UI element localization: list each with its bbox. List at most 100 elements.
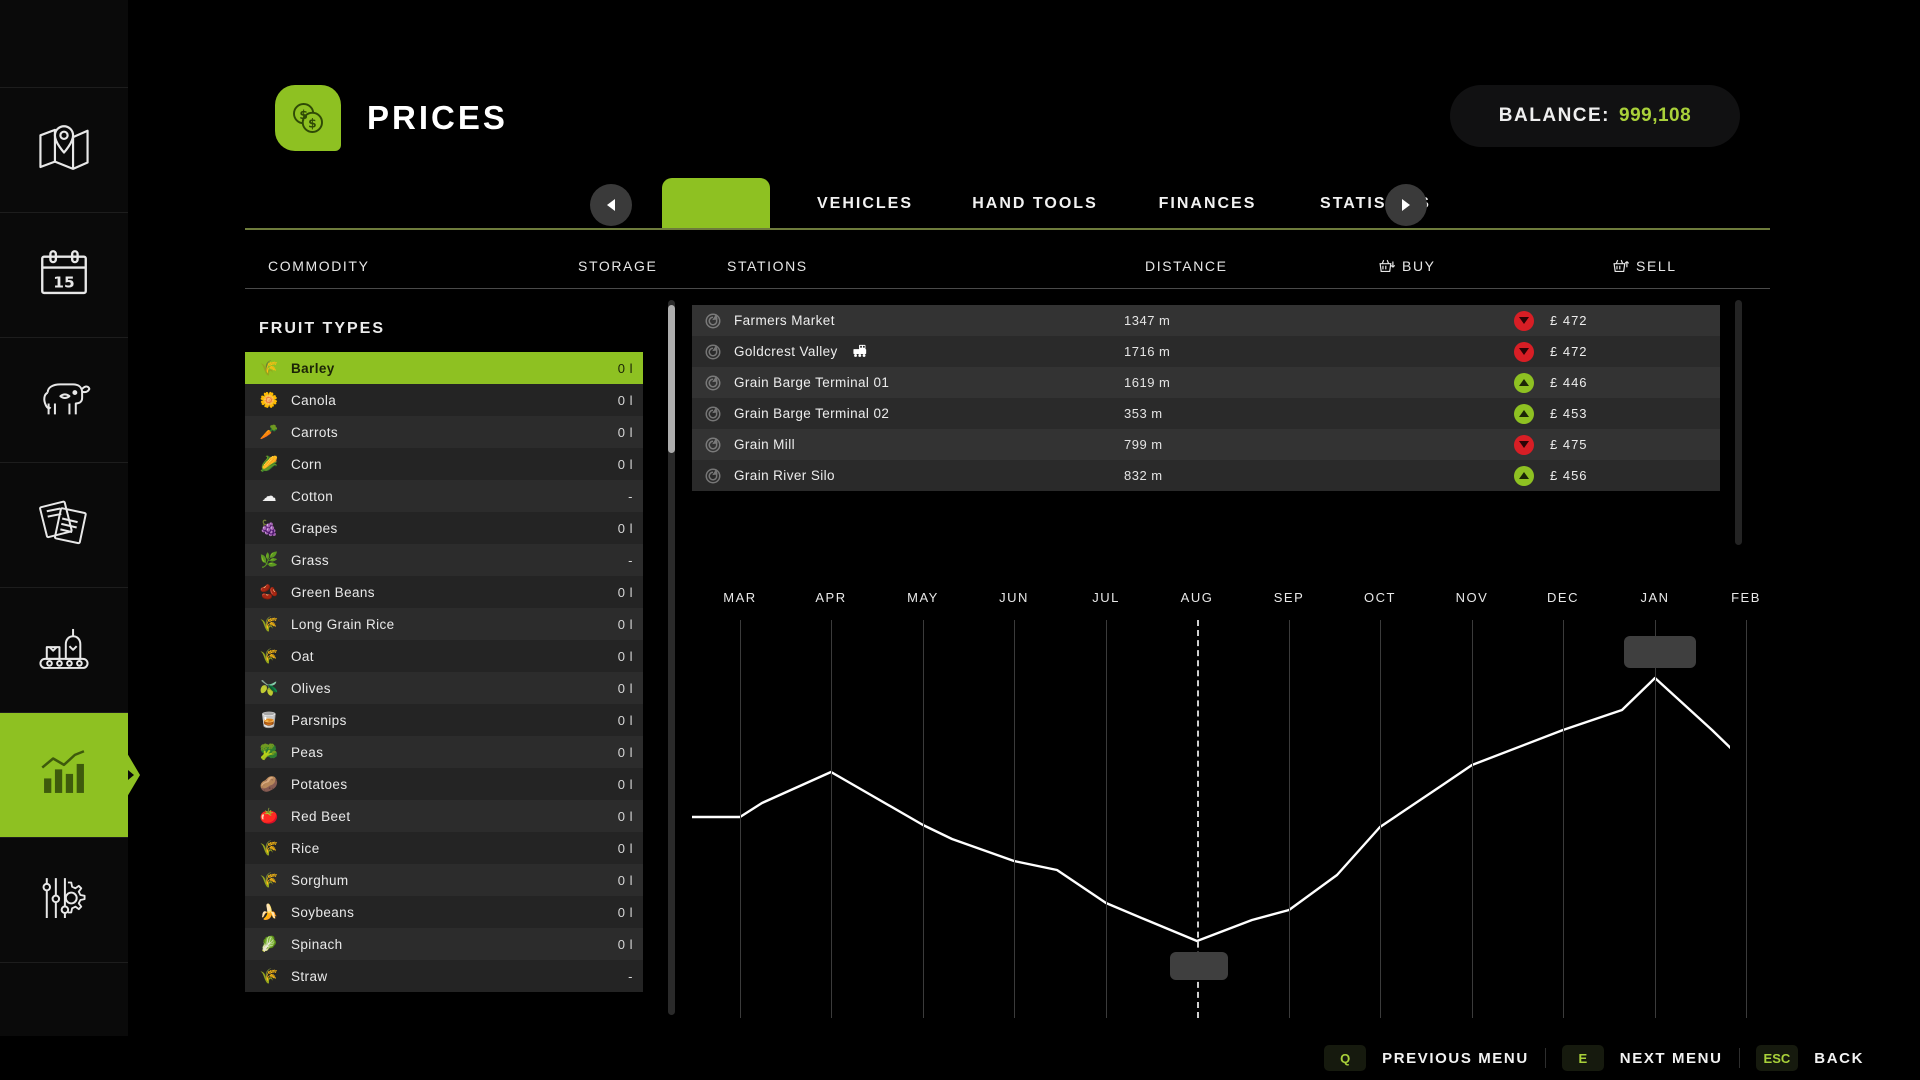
chart-gridline [1380, 620, 1381, 1018]
keyboard-hint[interactable]: ESC BACK [1740, 1045, 1880, 1071]
fruit-icon: ☁ [261, 488, 277, 505]
tab-finances[interactable]: FINANCES [1130, 178, 1285, 230]
column-header-storage: STORAGE [578, 258, 658, 274]
chart-month-label: AUG [1180, 590, 1214, 605]
sidebar-item-statistics[interactable] [0, 713, 134, 838]
fruit-storage-value: 0 l [617, 808, 633, 824]
station-name: Grain Mill [734, 437, 796, 452]
hint-label: NEXT MENU [1619, 1049, 1723, 1067]
fruit-list-item[interactable]: 🥬 Spinach 0 l [245, 928, 643, 960]
sidebar-item-contracts[interactable] [0, 463, 128, 588]
fruit-icon: 🍇 [259, 520, 279, 537]
fruit-name: Grapes [291, 520, 338, 536]
active-indicator-icon [128, 770, 134, 780]
fruit-name: Straw [291, 968, 328, 984]
fruit-name: Corn [291, 456, 322, 472]
price-trend-up-icon [1514, 403, 1534, 424]
fruit-list-item[interactable]: 🥃 Parsnips 0 l [245, 704, 643, 736]
fruit-name: Carrots [291, 424, 339, 440]
stations-scrollbar[interactable] [1735, 300, 1742, 545]
svg-text:$: $ [299, 108, 308, 122]
fruit-storage-value: 0 l [617, 520, 633, 536]
sidebar-item-top[interactable] [0, 0, 128, 88]
station-row[interactable]: Grain Mill 799 m £ 475 [692, 429, 1720, 460]
fruit-list-item[interactable]: 🥦 Peas 0 l [245, 736, 643, 768]
station-name: Grain Barge Terminal 01 [734, 375, 890, 390]
fruit-list-scrollbar-track[interactable] [668, 300, 675, 1015]
fruit-name: Potatoes [291, 776, 348, 792]
tab-bar: VEHICLES HAND TOOLS FINANCES STATISTICS [245, 178, 1775, 230]
chart-gridline [1106, 620, 1107, 1018]
fruit-list-item[interactable]: 🌾 Rice 0 l [245, 832, 643, 864]
fruit-name: Canola [291, 392, 337, 408]
sliders-gear-icon [35, 869, 93, 932]
fruit-list-item[interactable]: 🌾 Sorghum 0 l [245, 864, 643, 896]
sidebar-item-production[interactable] [0, 588, 128, 713]
chart-plot-area[interactable] [692, 620, 1747, 1018]
fruit-name: Oat [291, 648, 314, 664]
fruit-list-item[interactable]: 🌿 Grass - [245, 544, 643, 576]
fruit-list-item[interactable]: 🥕 Carrots 0 l [245, 416, 643, 448]
price-trend-down-icon [1514, 341, 1534, 362]
fruit-list-item[interactable]: 🌾 Long Grain Rice 0 l [245, 608, 643, 640]
balance-label: BALANCE: [1498, 105, 1611, 126]
fruit-storage-value: 0 l [617, 424, 633, 440]
fruit-icon: 🌾 [259, 360, 279, 377]
keyboard-hint[interactable]: E NEXT MENU [1546, 1045, 1739, 1071]
fruit-list-item[interactable]: 🍌 Soybeans 0 l [245, 896, 643, 928]
fruit-list-item[interactable]: 🌾 Straw - [245, 960, 643, 992]
balance-display: BALANCE: 999,108 [1450, 85, 1740, 147]
fruit-storage-value: 0 l [617, 456, 633, 472]
fruit-list-item[interactable]: ☁ Cotton - [245, 480, 643, 512]
fruit-list-item[interactable]: 🫒 Olives 0 l [245, 672, 643, 704]
refresh-icon [704, 405, 722, 423]
hint-label: BACK [1814, 1049, 1864, 1067]
keyboard-hint[interactable]: Q PREVIOUS MENU [1308, 1045, 1545, 1071]
sidebar-item-calendar[interactable]: 15 [0, 213, 128, 338]
station-row[interactable]: Farmers Market 1347 m £ 472 [692, 305, 1720, 336]
chart-value-tooltip [1170, 952, 1228, 980]
station-row[interactable]: Grain Barge Terminal 01 1619 m £ 446 [692, 367, 1720, 398]
station-row[interactable]: Goldcrest Valley 1716 m £ 472 [692, 336, 1720, 367]
station-distance: 1716 m [1124, 344, 1171, 359]
fruit-storage-value: 0 l [617, 776, 633, 792]
sidebar-item-animals[interactable] [0, 338, 128, 463]
fruit-icon: 🌾 [259, 872, 279, 889]
column-header-commodity: COMMODITY [268, 258, 370, 274]
fruit-list-item[interactable]: 🥔 Potatoes 0 l [245, 768, 643, 800]
fruit-list-item[interactable]: 🍇 Grapes 0 l [245, 512, 643, 544]
station-name: Grain Barge Terminal 02 [734, 406, 890, 421]
tab-prev-arrow-button[interactable] [590, 184, 632, 226]
fruit-types-list[interactable]: 🌾 Barley 0 l 🌼 Canola 0 l 🥕 Carrots 0 l 🌽 Corn 0 l ☁… [245, 352, 643, 992]
fruit-list-scrollbar-thumb[interactable] [668, 305, 675, 453]
stations-table: Farmers Market 1347 m £ 472 Goldcrest Valle… [692, 305, 1720, 491]
fruit-storage-value: 0 l [617, 360, 633, 376]
fruit-types-panel: FRUIT TYPES 🌾 Barley 0 l 🌼 Canola 0 l 🥕 Carrots… [245, 300, 665, 1020]
fruit-list-item[interactable]: 🌾 Oat 0 l [245, 640, 643, 672]
chart-gridline [740, 620, 741, 1018]
tab-vehicles[interactable]: VEHICLES [790, 178, 940, 230]
fruit-list-item[interactable]: 🫘 Green Beans 0 l [245, 576, 643, 608]
tab-underline [245, 228, 1770, 230]
tab-hand-tools[interactable]: HAND TOOLS [945, 178, 1125, 230]
chart-gridline [1655, 620, 1656, 1018]
station-row[interactable]: Grain River Silo 832 m £ 456 [692, 460, 1720, 491]
fruit-list-item[interactable]: 🌼 Canola 0 l [245, 384, 643, 416]
station-sell-price: £ 446 [1550, 375, 1588, 390]
fruit-list-item[interactable]: 🌾 Barley 0 l [245, 352, 643, 384]
fruit-storage-value: 0 l [617, 392, 633, 408]
fruit-list-item[interactable]: 🍅 Red Beet 0 l [245, 800, 643, 832]
fruit-name: Parsnips [291, 712, 347, 728]
balance-value: 999,108 [1619, 105, 1692, 126]
sidebar-item-map[interactable] [0, 88, 128, 213]
sidebar-item-settings[interactable] [0, 838, 128, 963]
fruit-storage-value: - [628, 488, 633, 504]
tab-next-arrow-button[interactable] [1385, 184, 1427, 226]
tab-statistics[interactable]: STATISTICS [1288, 178, 1463, 230]
fruit-list-item[interactable]: 🌽 Corn 0 l [245, 448, 643, 480]
station-row[interactable]: Grain Barge Terminal 02 353 m £ 453 [692, 398, 1720, 429]
chart-value-tooltip [1624, 636, 1696, 668]
fruit-storage-value: 0 l [617, 712, 633, 728]
tab-prices[interactable] [662, 178, 770, 230]
refresh-icon [704, 343, 722, 361]
